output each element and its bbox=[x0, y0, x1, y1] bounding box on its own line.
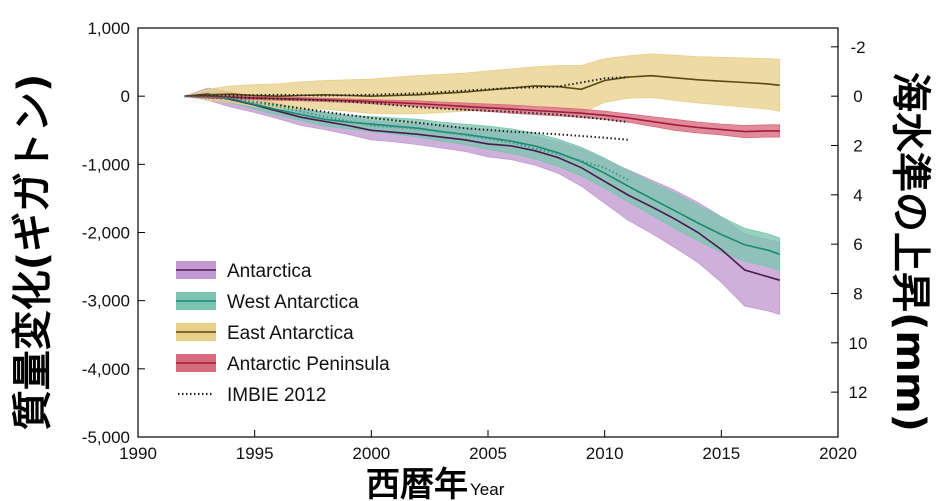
y-axis-label: 質量変化(ギガトン) bbox=[10, 74, 56, 431]
y-tick-label: -5,000 bbox=[82, 428, 130, 447]
x-tick-label: 2005 bbox=[469, 444, 507, 463]
line-antarctica bbox=[184, 93, 780, 281]
line-east-antarctica bbox=[184, 74, 780, 98]
line-imbie-2012-3 bbox=[184, 95, 629, 124]
series-lines bbox=[184, 74, 780, 281]
x-axis-label-en: Year bbox=[470, 480, 505, 499]
y-tick-label: -2,000 bbox=[82, 224, 130, 243]
x-tick-label: 2015 bbox=[702, 444, 740, 463]
legend-label-antarctica: Antarctica bbox=[227, 261, 312, 282]
x-tick-label: 2020 bbox=[819, 444, 857, 463]
y2-tick-label: 6 bbox=[853, 235, 862, 254]
y2-axis-label: 海水準の上昇(mm) bbox=[887, 72, 933, 432]
x-tick-label: 1990 bbox=[119, 444, 157, 463]
y-tick-label: -1,000 bbox=[82, 155, 130, 174]
y2-tick-label: 0 bbox=[853, 87, 862, 106]
band-west-antarctica bbox=[184, 91, 781, 272]
x-tick-label: 1995 bbox=[236, 444, 274, 463]
line-imbie-2012-4 bbox=[184, 95, 629, 181]
axis-ticks: 1990 1995 2000 2005 2010 2015 20201,0000-1,000… bbox=[82, 19, 868, 463]
y-tick-label: 1,000 bbox=[87, 19, 130, 38]
y2-tick-label: 4 bbox=[853, 186, 862, 205]
x-tick-label: 2000 bbox=[352, 444, 390, 463]
legend-label-antarctic-peninsula: Antarctic Peninsula bbox=[227, 354, 390, 375]
y-tick-label: 0 bbox=[121, 87, 130, 106]
y2-tick-label: -2 bbox=[850, 38, 865, 57]
line-west-antarctica bbox=[184, 94, 780, 256]
legend-label-imbie-2012: IMBIE 2012 bbox=[227, 385, 326, 406]
y2-tick-label: 12 bbox=[849, 383, 868, 402]
y-tick-label: -3,000 bbox=[82, 292, 130, 311]
legend: Antarctica West Antarctica East Antarctica… bbox=[176, 261, 390, 406]
y2-tick-label: 10 bbox=[849, 334, 868, 353]
line-imbie-2012-2 bbox=[184, 76, 629, 98]
legend-label-east-antarctica: East Antarctica bbox=[227, 323, 354, 344]
legend-label-west-antarctica: West Antarctica bbox=[227, 292, 359, 313]
x-axis-label: 西暦年 bbox=[366, 465, 468, 501]
x-tick-label: 2010 bbox=[586, 444, 624, 463]
y2-tick-label: 2 bbox=[853, 136, 862, 155]
y-tick-label: -4,000 bbox=[82, 360, 130, 379]
y2-tick-label: 8 bbox=[853, 284, 862, 303]
